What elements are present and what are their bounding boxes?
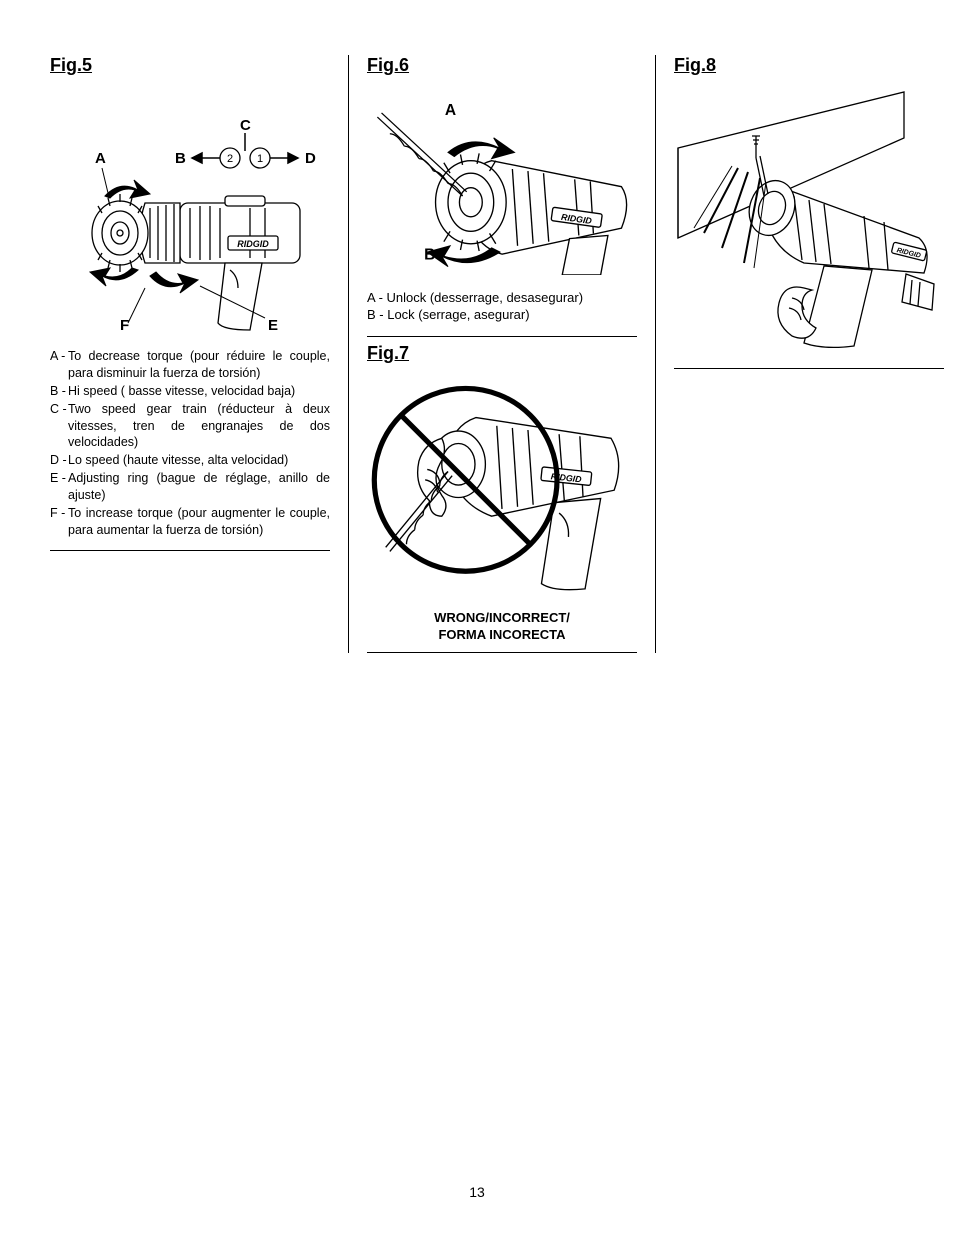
fig5-label-D: D bbox=[305, 150, 316, 167]
fig6-legend: A - Unlock (desserrage, desasegurar) B -… bbox=[367, 289, 637, 324]
fig5-illustration: RIDGID bbox=[50, 88, 330, 338]
fig5-legend-item: B - Hi speed ( basse vitesse, velocidad … bbox=[50, 383, 330, 400]
page-number: 13 bbox=[0, 1184, 954, 1200]
fig6-legend-line: A - Unlock (desserrage, desasegurar) bbox=[367, 289, 637, 307]
fig5-label-A: A bbox=[95, 150, 106, 167]
fig5-title: Fig.5 bbox=[50, 55, 330, 76]
vertical-divider bbox=[655, 55, 656, 653]
vertical-divider bbox=[348, 55, 349, 653]
fig6-illustration: RIDGID bbox=[367, 88, 637, 275]
fig5-legend-item: A - To decrease torque (pour réduire le … bbox=[50, 348, 330, 382]
fig5-label-C: C bbox=[240, 117, 251, 134]
fig8-title: Fig.8 bbox=[674, 55, 944, 76]
divider bbox=[50, 550, 330, 551]
divider bbox=[367, 336, 637, 337]
fig8-illustration: RIDGID bbox=[674, 88, 944, 348]
fig5-legend: A - To decrease torque (pour réduire le … bbox=[50, 348, 330, 540]
column-1: Fig.5 RIDGID bbox=[50, 55, 330, 653]
fig6-title: Fig.6 bbox=[367, 55, 637, 76]
fig7-title: Fig.7 bbox=[367, 343, 637, 364]
fig5-legend-item: D - Lo speed (haute vitesse, alta veloci… bbox=[50, 452, 330, 469]
fig5-num-2: 2 bbox=[227, 153, 233, 165]
fig6-label-A: A bbox=[445, 102, 456, 119]
fig6-legend-line: B - Lock (serrage, asegurar) bbox=[367, 306, 637, 324]
column-2: Fig.6 RIDGID bbox=[367, 55, 637, 653]
fig5-legend-item: F - To increase torque (pour augmenter l… bbox=[50, 505, 330, 539]
fig7-illustration: RIDGID bbox=[367, 376, 637, 594]
fig5-num-1: 1 bbox=[257, 153, 263, 165]
column-3: Fig.8 RIDGID bbox=[674, 55, 944, 653]
fig6-label-B: B bbox=[424, 246, 435, 263]
fig5-label-E: E bbox=[268, 317, 278, 334]
divider bbox=[367, 652, 637, 653]
fig5-label-F: F bbox=[120, 317, 129, 334]
page-columns: Fig.5 RIDGID bbox=[50, 55, 904, 653]
fig5-legend-item: C - Two speed gear train (réducteur à de… bbox=[50, 401, 330, 452]
divider bbox=[674, 368, 944, 369]
svg-text:RIDGID: RIDGID bbox=[237, 239, 269, 249]
fig5-legend-item: E - Adjusting ring (bague de réglage, an… bbox=[50, 470, 330, 504]
fig5-label-B: B bbox=[175, 150, 186, 167]
fig7-caption: WRONG/INCORRECT/ FORMA INCORECTA bbox=[367, 610, 637, 644]
